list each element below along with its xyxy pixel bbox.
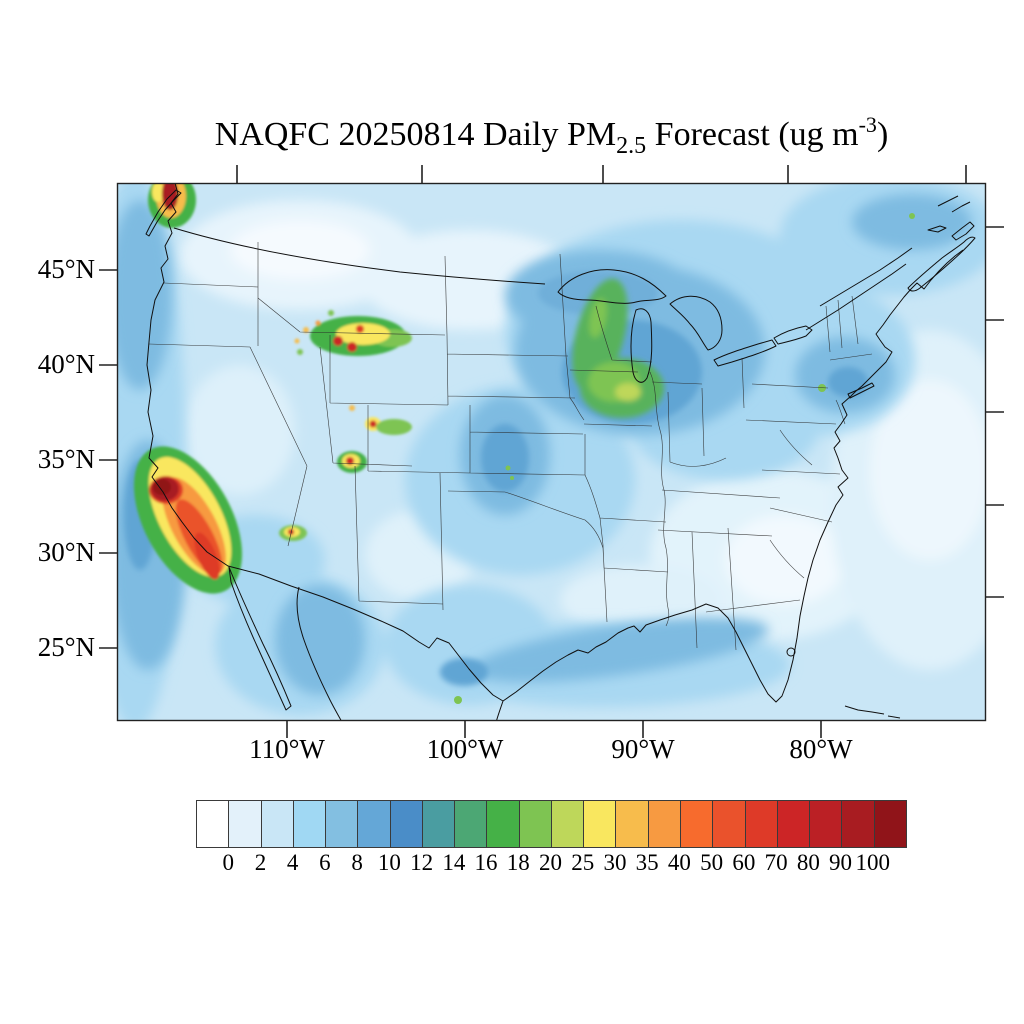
lat-tick-label: 40°N [37, 349, 95, 379]
colorbar-tick-label: 6 [319, 850, 331, 875]
colorbar-tick-label: 100 [855, 850, 891, 875]
colorbar-cell [292, 801, 326, 847]
title-text: NAQFC 20250814 Daily PM [214, 116, 617, 153]
colorbar-cell [325, 801, 358, 847]
title-text-3: ) [876, 116, 889, 153]
colorbar-tick-label: 50 [700, 850, 724, 875]
lon-tick-label: 100°W [426, 734, 504, 764]
colorbar-cell [615, 801, 648, 847]
colorbar-tick-label: 18 [506, 850, 530, 875]
colorbar-tick-label: 40 [667, 850, 691, 875]
colorbar-cell [260, 801, 293, 847]
hotspot-arizona [279, 525, 307, 541]
lon-tick-label: 110°W [249, 734, 325, 764]
colorbar-tick-label: 12 [410, 850, 434, 875]
hotspot-california [133, 446, 243, 594]
colorbar-cell [809, 801, 842, 847]
lat-tick-label: 35°N [37, 444, 95, 474]
hotspot-bc-coast [148, 183, 196, 228]
map-field [117, 183, 986, 720]
title-text-2: Forecast (ug m [646, 116, 859, 153]
colorbar [196, 800, 907, 848]
colorbar-tick-label: 30 [603, 850, 627, 875]
coastlines [145, 183, 976, 720]
colorbar-cell [389, 801, 422, 847]
lon-tick-label: 80°W [789, 734, 853, 764]
page-title: NAQFC 20250814 Daily PM2.5 Forecast (ug … [117, 112, 986, 160]
colorbar-cell [421, 801, 455, 847]
colorbar-cell [776, 801, 810, 847]
colorbar-tick-label: 14 [442, 850, 466, 875]
hotspot-colorado [337, 451, 367, 473]
colorbar-cell [744, 801, 777, 847]
minor-green-spots [454, 213, 915, 704]
great-lakes [557, 269, 813, 657]
colorbar-cell [583, 801, 616, 847]
axis-tick-marks [99, 165, 1004, 738]
colorbar-cell [228, 801, 261, 847]
lat-tick-label: 45°N [37, 254, 95, 284]
colorbar-tick-label: 16 [474, 850, 498, 875]
colorbar-tick-label: 70 [764, 850, 788, 875]
lat-tick-label: 30°N [37, 537, 95, 567]
colorbar-tick-label: 2 [254, 850, 267, 875]
colorbar-tick-label: 0 [222, 850, 234, 875]
colorbar-cell [841, 801, 874, 847]
title-subscript: 2.5 [616, 133, 647, 159]
lon-tick-label: 90°W [611, 734, 675, 764]
colorbar-cell [550, 801, 584, 847]
state-borders [148, 242, 873, 651]
colorbar-cell [518, 801, 551, 847]
colorbar-tick-label: 35 [635, 850, 659, 875]
colorbar-tick-label: 8 [351, 850, 363, 875]
colorbar-tick-label: 90 [829, 850, 853, 875]
hotspot-wyoming-utah [349, 405, 412, 435]
colorbar-cell [486, 801, 519, 847]
colorbar-tick-label: 10 [377, 850, 401, 875]
colorbar-tick-label: 25 [571, 850, 595, 875]
colorbar-tick-label: 60 [732, 850, 756, 875]
colorbar-cell [197, 801, 229, 847]
colorbar-cell [647, 801, 680, 847]
colorbar-tick-labels: 0 2 4 6 8 10 12 14 16 18 20 25 30 35 40 50 60 70 80 90 100 [196, 851, 905, 879]
hotspot-idaho-montana [294, 310, 412, 356]
colorbar-tick-label: 80 [796, 850, 820, 875]
lat-tick-label: 25°N [37, 632, 95, 662]
colorbar-cell [679, 801, 713, 847]
colorbar-tick-label: 20 [539, 850, 562, 875]
colorbar-tick-label: 4 [286, 850, 299, 875]
title-superscript: -3 [858, 112, 877, 137]
colorbar-cell [712, 801, 745, 847]
midwest-green-plume [572, 278, 664, 418]
map-frame [116, 182, 987, 722]
colorbar-cell [357, 801, 390, 847]
colorbar-cell [454, 801, 487, 847]
colorbar-cell [873, 801, 906, 847]
